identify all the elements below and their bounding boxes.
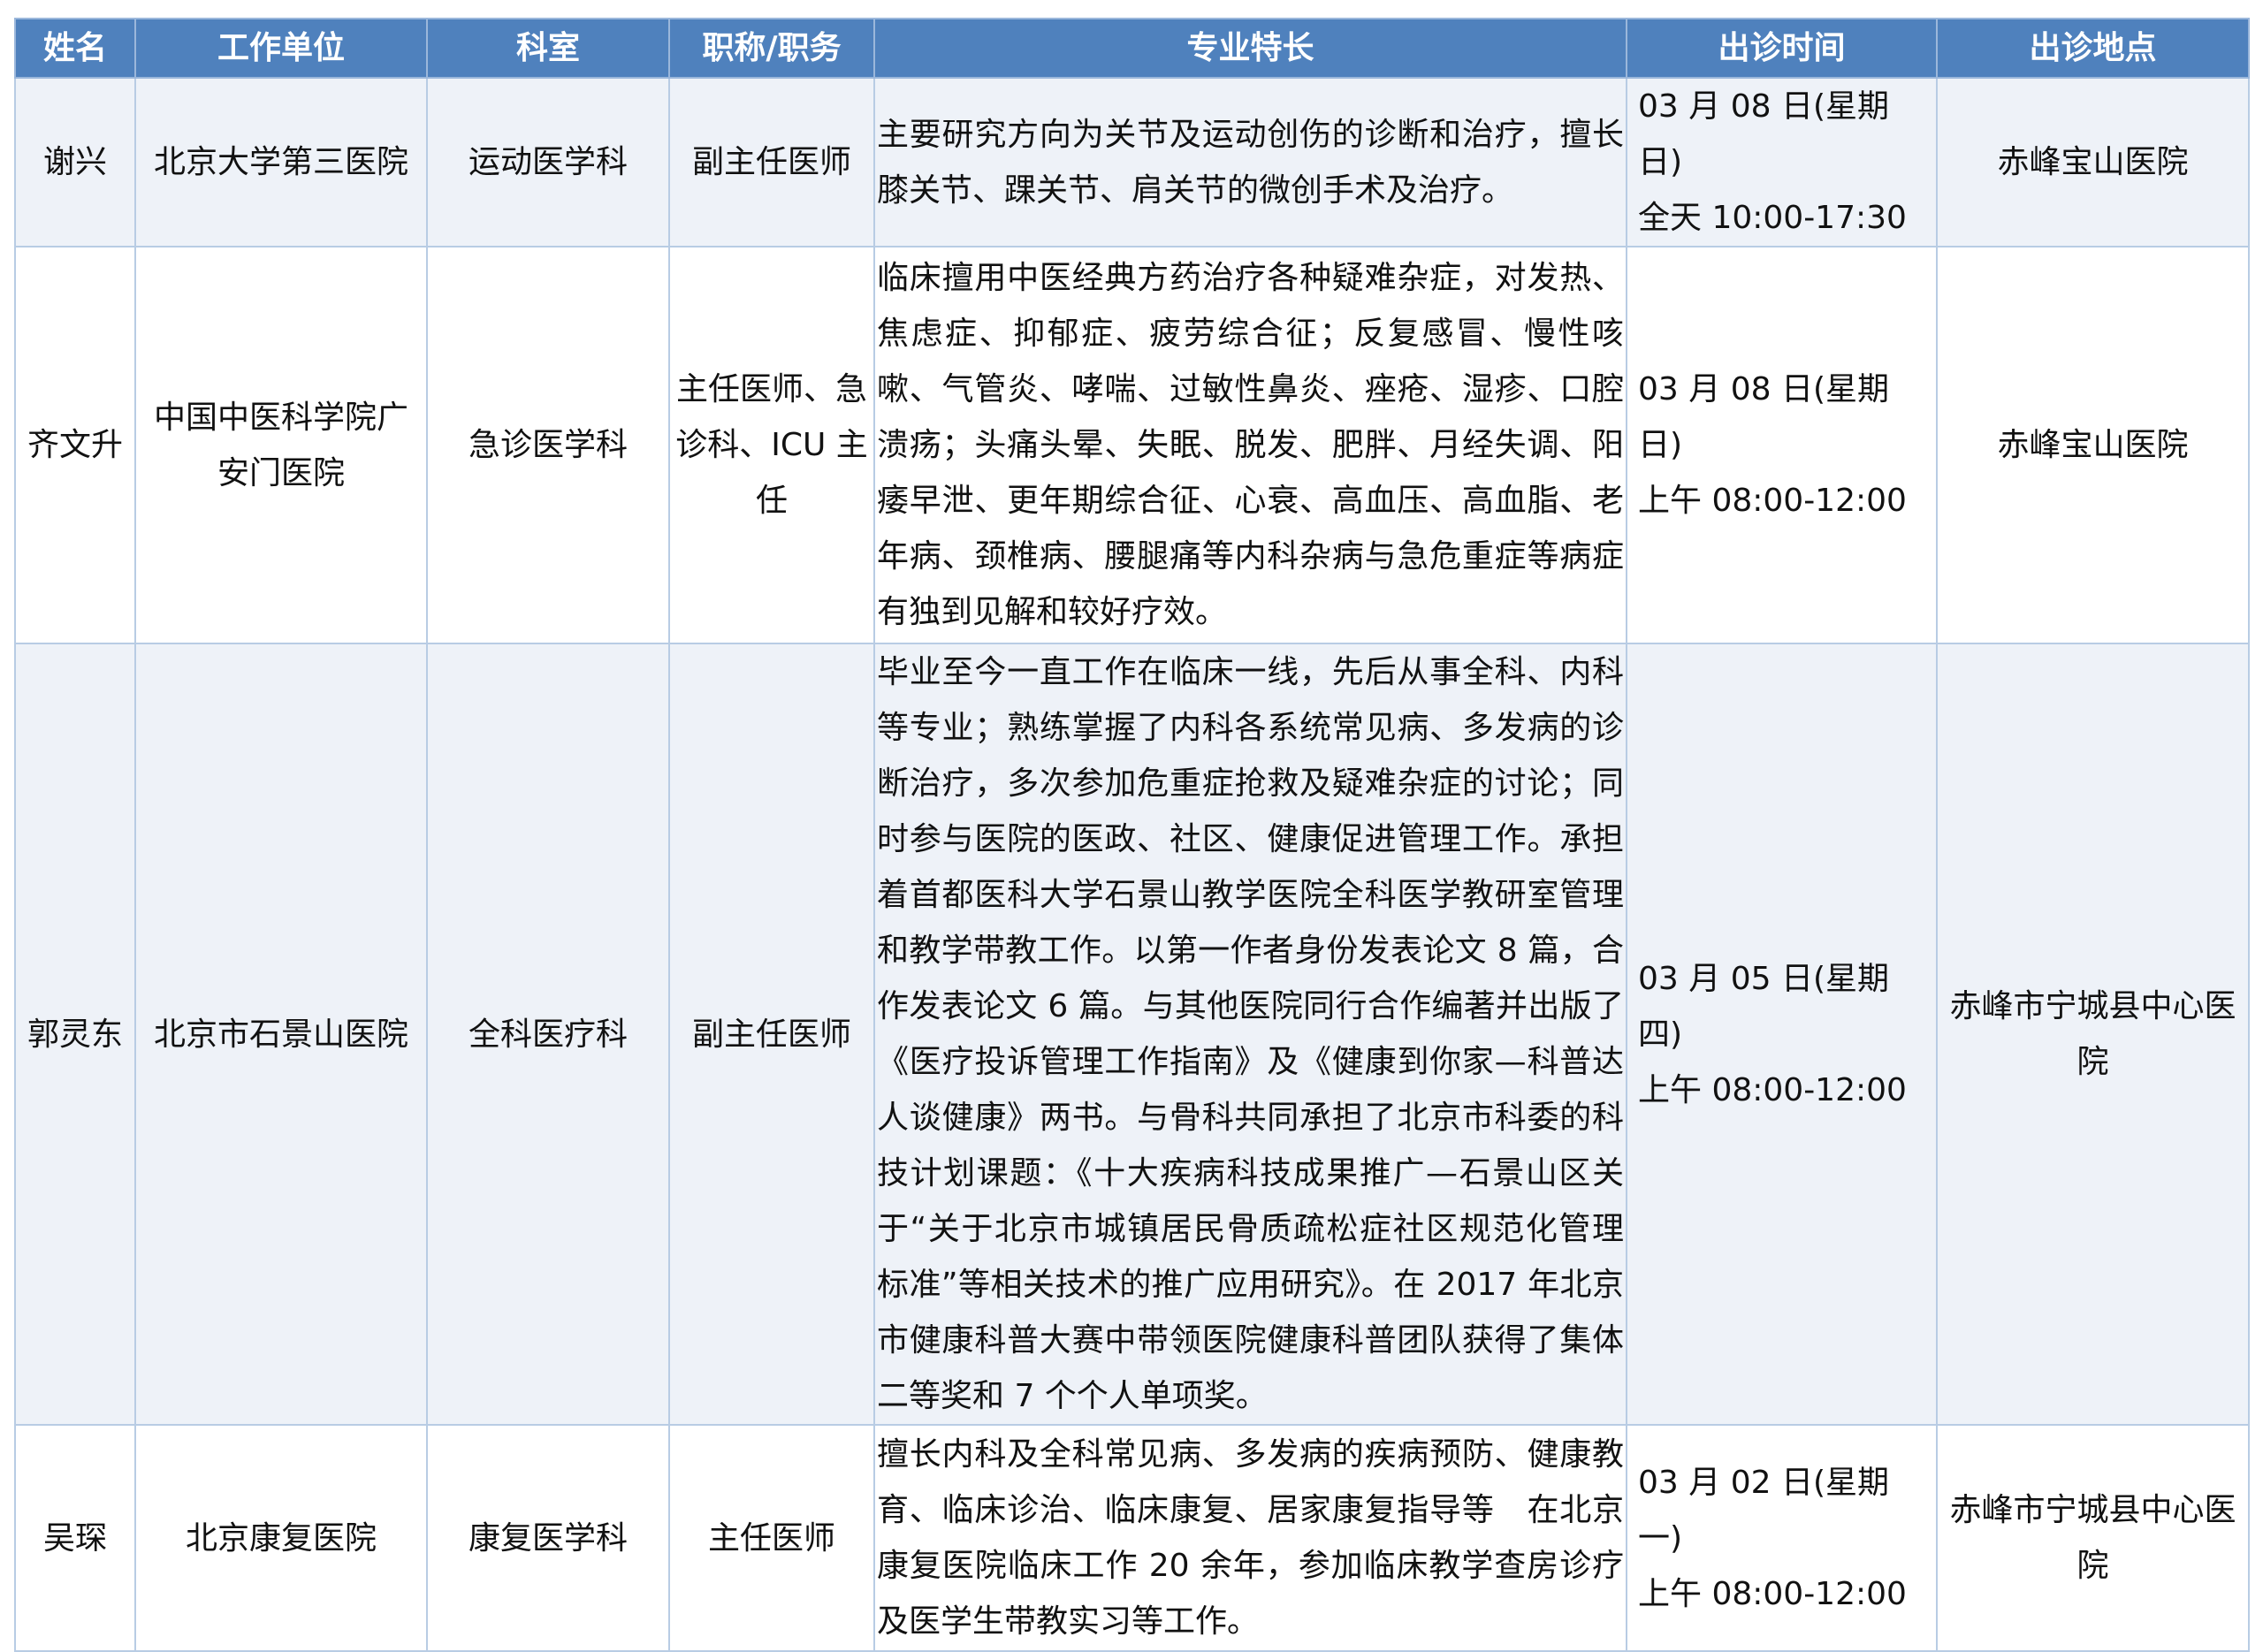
time-hours: 上午 08:00-12:00 [1638,1575,1907,1612]
cell-unit: 北京市石景山医院 [134,643,428,1426]
cell-place: 赤峰市宁城县中心医院 [1936,1424,2250,1652]
cell-place: 赤峰宝山医院 [1936,246,2250,644]
table-row: 吴琛 北京康复医院 康复医学科 主任医师 擅长内科及全科常见病、多发病的疾病预防、健康教… [14,1424,2250,1652]
cell-dept: 康复医学科 [426,1424,670,1652]
cell-place: 赤峰宝山医院 [1936,77,2250,247]
time-date: 03 月 08 日(星期日) [1638,88,1889,180]
header-time: 出诊时间 [1626,18,1938,79]
cell-name: 吴琛 [14,1424,136,1652]
header-place: 出诊地点 [1936,18,2250,79]
time-date: 03 月 08 日(星期日) [1638,371,1889,463]
doctor-schedule-table: 姓名 工作单位 科室 职称/职务 专业特长 出诊时间 出诊地点 谢兴 北京大学第三… [14,18,2250,1652]
cell-dept: 急诊医学科 [426,246,670,644]
cell-title: 副主任医师 [668,643,875,1426]
cell-unit: 北京康复医院 [134,1424,428,1652]
table-row: 谢兴 北京大学第三医院 运动医学科 副主任医师 主要研究方向为关节及运动创伤的诊断和治疗… [14,77,2250,247]
header-dept: 科室 [426,18,670,79]
cell-unit: 北京大学第三医院 [134,77,428,247]
cell-specialty: 主要研究方向为关节及运动创伤的诊断和治疗，擅长膝关节、踝关节、肩关节的微创手术及… [873,77,1627,247]
time-hours: 全天 10:00-17:30 [1638,200,1907,236]
cell-time: 03 月 02 日(星期一) 上午 08:00-12:00 [1626,1424,1938,1652]
header-row: 姓名 工作单位 科室 职称/职务 专业特长 出诊时间 出诊地点 [14,18,2250,79]
cell-name: 谢兴 [14,77,136,247]
cell-specialty: 毕业至今一直工作在临床一线，先后从事全科、内科等专业；熟练掌握了内科各系统常见病… [873,643,1627,1426]
cell-title: 主任医师、急诊科、ICU 主任 [668,246,875,644]
cell-name: 齐文升 [14,246,136,644]
header-name: 姓名 [14,18,136,79]
cell-unit: 中国中医科学院广安门医院 [134,246,428,644]
table-row: 郭灵东 北京市石景山医院 全科医疗科 副主任医师 毕业至今一直工作在临床一线，先后从事全… [14,643,2250,1426]
cell-place: 赤峰市宁城县中心医院 [1936,643,2250,1426]
header-unit: 工作单位 [134,18,428,79]
cell-title: 副主任医师 [668,77,875,247]
cell-specialty: 临床擅用中医经典方药治疗各种疑难杂症，对发热、焦虑症、抑郁症、疲劳综合征；反复感… [873,246,1627,644]
time-date: 03 月 05 日(星期四) [1638,960,1889,1053]
time-date: 03 月 02 日(星期一) [1638,1464,1889,1557]
header-specialty: 专业特长 [873,18,1627,79]
time-hours: 上午 08:00-12:00 [1638,1071,1907,1108]
time-hours: 上午 08:00-12:00 [1638,483,1907,519]
cell-time: 03 月 08 日(星期日) 全天 10:00-17:30 [1626,77,1938,247]
cell-time: 03 月 05 日(星期四) 上午 08:00-12:00 [1626,643,1938,1426]
cell-time: 03 月 08 日(星期日) 上午 08:00-12:00 [1626,246,1938,644]
cell-dept: 全科医疗科 [426,643,670,1426]
cell-specialty: 擅长内科及全科常见病、多发病的疾病预防、健康教育、临床诊治、临床康复、居家康复指… [873,1424,1627,1652]
cell-dept: 运动医学科 [426,77,670,247]
cell-title: 主任医师 [668,1424,875,1652]
cell-name: 郭灵东 [14,643,136,1426]
header-title: 职称/职务 [668,18,875,79]
table-row: 齐文升 中国中医科学院广安门医院 急诊医学科 主任医师、急诊科、ICU 主任 临床擅用中… [14,246,2250,644]
